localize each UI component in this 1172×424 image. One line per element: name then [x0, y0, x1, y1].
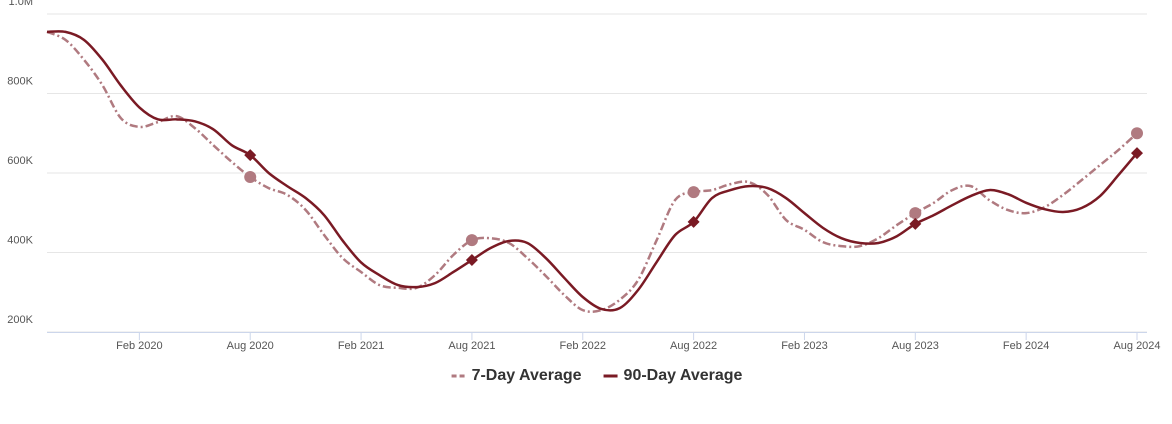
series-line: [46, 30, 1138, 313]
y-tick-label: 1.0M: [9, 0, 33, 8]
point-marker: [1131, 147, 1143, 160]
point-marker: [244, 149, 257, 162]
point-marker: [909, 207, 922, 220]
point-marker: [687, 186, 700, 199]
point-marker: [465, 254, 478, 267]
legend: 7-Day Average 90-Day Average: [451, 367, 743, 384]
x-tick-label: Aug 2022: [670, 340, 717, 352]
point-marker: [465, 234, 478, 247]
point-marker: [687, 215, 700, 228]
point-marker: [909, 217, 922, 230]
y-tick-label: 600K: [7, 155, 33, 167]
series-line: [46, 30, 1138, 312]
point-marker: [244, 170, 257, 183]
x-tick-label: Aug 2020: [227, 340, 274, 352]
x-tick-label: Aug 2023: [892, 340, 939, 352]
y-tick-label: 200K: [7, 314, 33, 326]
legend-label: 90-Day Average: [624, 367, 743, 384]
x-tick-label: Feb 2022: [560, 340, 606, 352]
x-tick-label: Feb 2020: [116, 340, 162, 352]
x-tick-label: Aug 2024: [1113, 340, 1160, 352]
y-tick-label: 800K: [7, 75, 33, 87]
x-tick-label: Feb 2023: [781, 340, 827, 352]
y-tick-label: 400K: [7, 234, 33, 246]
x-tick-label: Aug 2021: [448, 340, 495, 352]
point-marker: [1131, 127, 1143, 140]
legend-label: 7-Day Average: [472, 367, 582, 384]
x-tick-label: Feb 2024: [1003, 340, 1049, 352]
x-tick-label: Feb 2021: [338, 340, 384, 352]
